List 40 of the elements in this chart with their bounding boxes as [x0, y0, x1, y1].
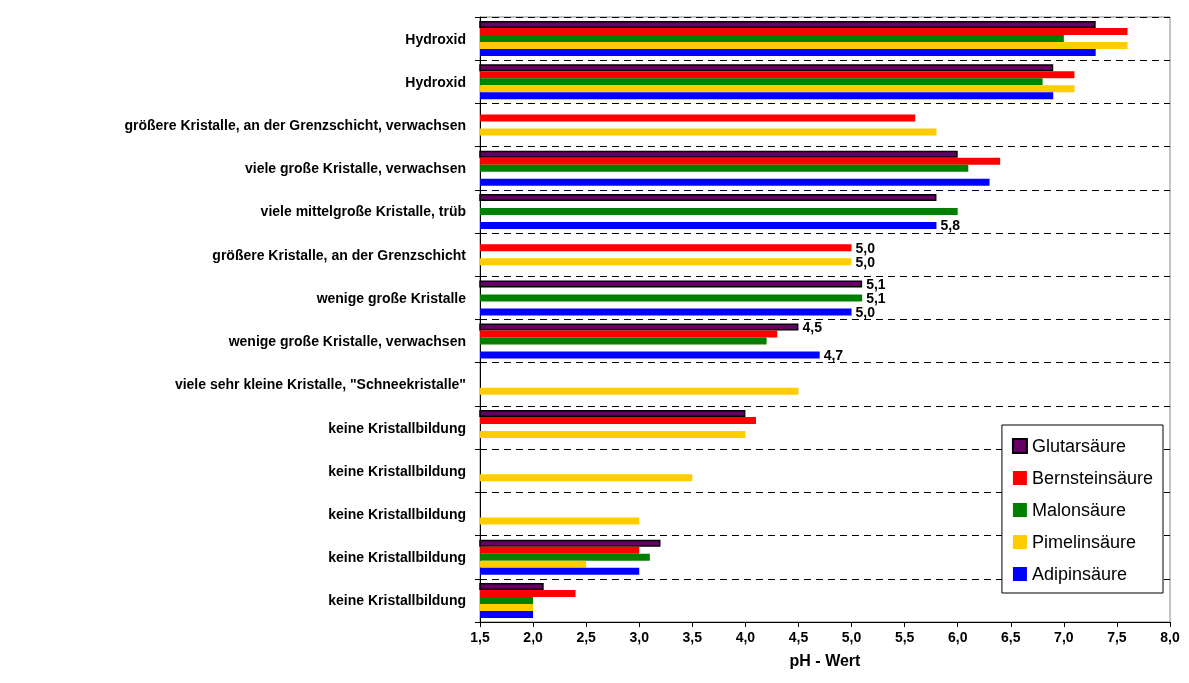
y-tick-label: wenige große Kristalle, verwachsen	[227, 333, 466, 350]
legend-label: Glutarsäure	[1031, 436, 1126, 456]
data-label: 5,0	[855, 303, 876, 320]
y-tick-label: keine Kristallbildung	[328, 549, 466, 566]
data-label: 4,5	[802, 319, 823, 336]
x-tick-label: 6,0	[947, 629, 968, 645]
x-tick-label: 5,5	[894, 629, 915, 645]
x-tick-label: 7,0	[1054, 629, 1074, 645]
legend-label: Malonsäure	[1031, 500, 1126, 520]
legend-label: Bernsteinsäure	[1031, 468, 1154, 488]
y-tick-label: größere Kristalle, an der Grenzschicht, verwachsen	[124, 117, 466, 134]
x-tick-label: 5,0	[841, 629, 862, 645]
y-tick-label: keine Kristallbildung	[328, 462, 466, 479]
x-tick-label: 4,0	[735, 629, 756, 645]
y-tick-label: Hydroxid	[405, 73, 466, 90]
legend-label: Pimelinsäure	[1031, 532, 1136, 552]
data-label: 4,7	[823, 347, 844, 364]
y-tick-label: viele große Kristalle, verwachsen	[245, 160, 466, 177]
data-label: 5,8	[940, 217, 961, 234]
x-tick-label: 6,5	[1001, 629, 1021, 645]
y-tick-label: größere Kristalle, an der Grenzschicht	[212, 246, 467, 263]
x-tick-label: 3,5	[682, 629, 703, 645]
data-label: 5,1	[866, 275, 886, 292]
y-tick-label: Hydroxid	[405, 30, 466, 47]
x-tick-label: 4,5	[788, 629, 809, 645]
legend-label: Adipinsäure	[1031, 564, 1127, 584]
x-tick-label: 7,5	[1107, 629, 1127, 645]
x-tick-label: 1,5	[470, 629, 490, 645]
y-tick-label: keine Kristallbildung	[328, 592, 466, 609]
x-tick-label: 2,0	[523, 629, 544, 645]
x-axis-title: pH - Wert	[789, 651, 862, 669]
x-tick-label: 3,0	[629, 629, 650, 645]
y-tick-label: viele sehr kleine Kristalle, "Schneekristalle"	[174, 376, 466, 393]
y-tick-label: keine Kristallbildung	[328, 505, 466, 522]
x-tick-label: 8,0	[1160, 629, 1180, 645]
y-tick-label: keine Kristallbildung	[328, 419, 466, 436]
x-tick-label: 2,5	[576, 629, 597, 645]
y-tick-label: wenige große Kristalle	[315, 289, 467, 306]
data-label: 5,0	[855, 239, 876, 256]
y-tick-label: viele mittelgroße Kristalle, trüb	[260, 203, 466, 220]
